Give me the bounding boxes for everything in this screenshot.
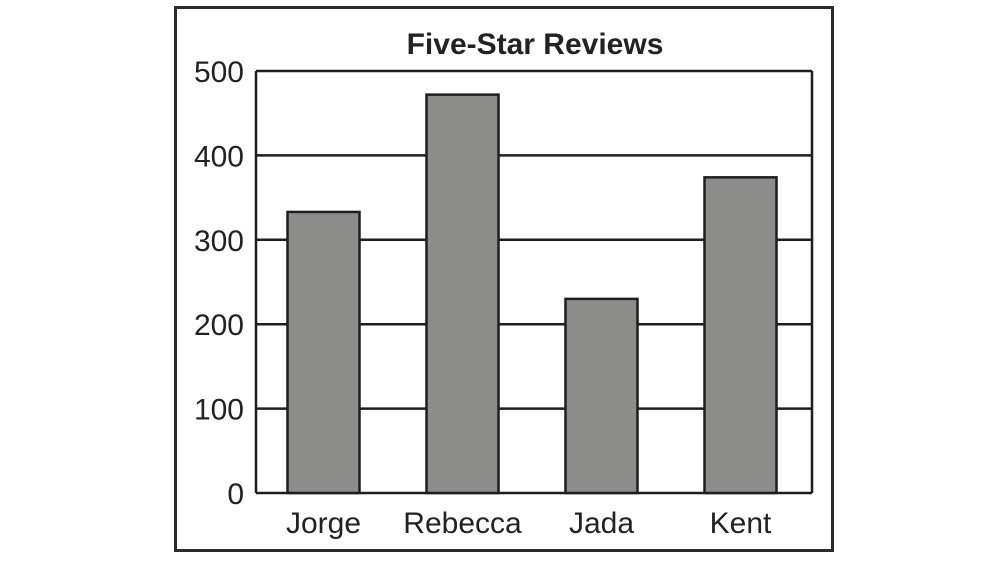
y-tick-label-100: 100 [194,394,244,427]
x-tick-label-jada: Jada [569,507,634,540]
x-tick-label-jorge: Jorge [286,507,361,540]
x-tick-label-kent: Kent [710,507,772,540]
y-tick-label-0: 0 [227,478,244,511]
x-tick-label-rebecca: Rebecca [403,507,522,540]
bar-jada [564,297,639,495]
y-tick-label-300: 300 [194,225,244,258]
y-tick-label-200: 200 [194,309,244,342]
bar-jorge [286,210,361,495]
y-tick-label-500: 500 [194,56,244,89]
bars [286,93,778,495]
bar-kent [703,176,778,495]
x-axis-labels: Jorge Rebecca Jada Kent [286,507,772,540]
chart-title: Five-Star Reviews [407,28,664,61]
bar-rebecca [425,93,500,495]
y-tick-label-400: 400 [194,140,244,173]
y-axis-ticks: 0 100 200 300 400 500 [194,56,244,511]
